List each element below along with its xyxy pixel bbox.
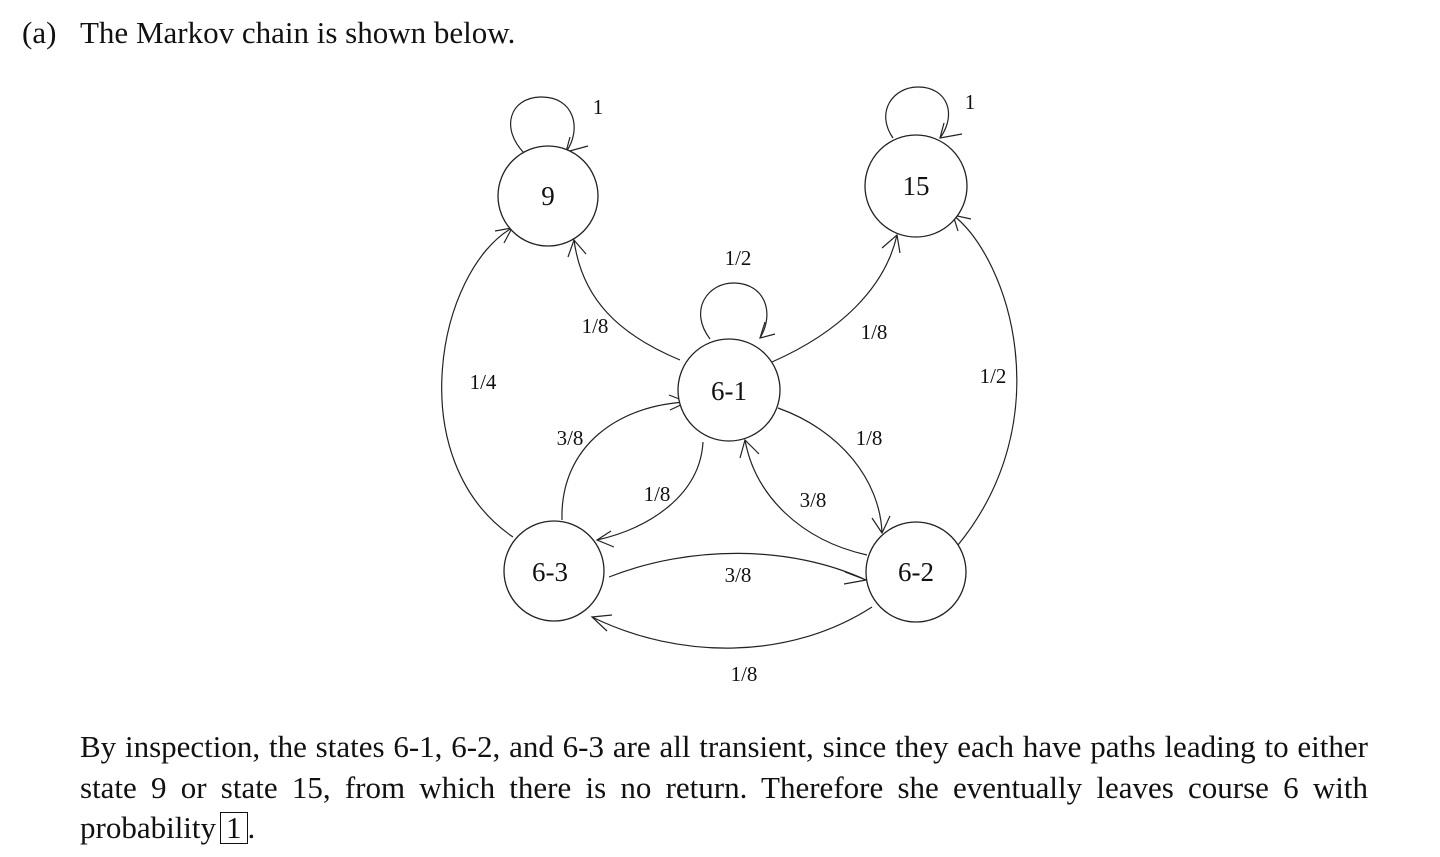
- state-6-2: 6-2: [865, 521, 967, 623]
- edge-9-to-9: [510, 96, 575, 154]
- state-15: 15: [864, 134, 968, 238]
- edge-6-3-to-6-1: [561, 401, 688, 521]
- prob-6-1-to-9: 1/8: [582, 314, 609, 338]
- boxed-answer: 1: [220, 812, 248, 844]
- arrowhead-6-1-to-9: [567, 238, 587, 258]
- arrowhead-15-to-15: [939, 122, 963, 139]
- edges: [441, 86, 1018, 649]
- edge-labels: 1 1 1/2 1/8 1/8 1/4 1/2 3/8 1/8 1/8 3/8 …: [470, 90, 1007, 686]
- state-6-1-circle: [677, 338, 781, 442]
- state-6-2-label: 6-2: [898, 557, 934, 587]
- edge-6-1-to-6-2: [777, 407, 883, 534]
- state-6-1-label: 6-1: [711, 376, 747, 406]
- arrowhead-6-2-to-6-1: [739, 438, 760, 459]
- prob-6-1-to-6-1: 1/2: [725, 246, 752, 270]
- part-heading: (a) The Markov chain is shown below.: [22, 14, 515, 52]
- edge-6-1-to-9: [573, 239, 681, 361]
- prob-6-1-to-15: 1/8: [861, 320, 888, 344]
- explanation-paragraph: By inspection, the states 6-1, 6-2, and …: [80, 727, 1368, 849]
- edge-6-1-to-6-3: [596, 441, 704, 541]
- arrowhead-6-1-to-6-3: [595, 530, 615, 548]
- markov-chain-diagram: 9 15 6-1 6-2 6-3 1 1 1/2 1/8 1/8 1/4 1/2…: [441, 86, 1018, 686]
- explanation-text: By inspection, the states 6-1, 6-2, and …: [80, 729, 1368, 845]
- prob-6-1-to-6-2: 1/8: [856, 426, 883, 450]
- arrowhead-6-1-to-6-2: [871, 515, 891, 535]
- end-punctuation: .: [247, 810, 256, 845]
- prob-9-to-9: 1: [593, 95, 604, 119]
- edge-6-1-to-6-1: [699, 282, 768, 340]
- state-15-label: 15: [903, 171, 930, 201]
- state-6-2-circle: [865, 521, 967, 623]
- state-9: 9: [497, 145, 599, 247]
- state-6-3-label: 6-3: [532, 557, 568, 587]
- prob-6-3-to-6-2: 3/8: [725, 563, 752, 587]
- edge-6-3-to-9: [441, 227, 514, 538]
- edge-6-2-to-6-1: [744, 439, 868, 556]
- arrowhead-6-3-to-9: [494, 227, 514, 244]
- edge-6-1-to-15: [771, 234, 898, 363]
- heading-text: The Markov chain is shown below.: [80, 15, 516, 50]
- edge-6-2-to-6-3: [591, 606, 873, 649]
- arrowhead-9-to-9: [565, 136, 589, 153]
- state-9-label: 9: [541, 181, 555, 211]
- prob-6-1-to-6-3: 1/8: [644, 482, 671, 506]
- state-15-circle: [864, 134, 968, 238]
- prob-6-3-to-9: 1/4: [470, 370, 497, 394]
- prob-6-2-to-15: 1/2: [980, 364, 1007, 388]
- prob-6-2-to-6-1: 3/8: [800, 488, 827, 512]
- part-label: (a): [22, 15, 57, 50]
- arrowhead-6-1-to-6-1: [759, 321, 776, 339]
- state-6-3: 6-3: [503, 520, 605, 622]
- state-9-circle: [497, 145, 599, 247]
- state-6-1: 6-1: [677, 338, 781, 442]
- arrowhead-6-2-to-6-3: [590, 614, 613, 632]
- prob-6-3-to-6-1: 3/8: [557, 426, 584, 450]
- prob-15-to-15: 1: [965, 90, 976, 114]
- edge-15-to-15: [885, 86, 950, 139]
- edge-6-2-to-15: [952, 214, 1018, 546]
- state-6-3-circle: [503, 520, 605, 622]
- arrowhead-6-1-to-15: [881, 233, 901, 254]
- prob-6-2-to-6-3: 1/8: [731, 662, 758, 686]
- edge-6-3-to-6-2: [608, 552, 867, 581]
